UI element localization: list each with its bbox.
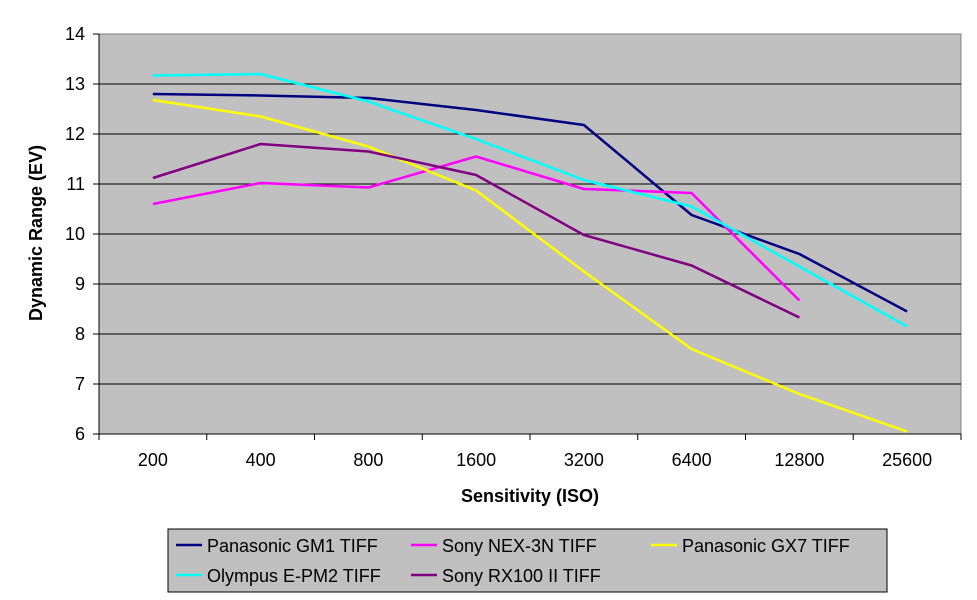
x-tick-label: 400 bbox=[246, 450, 276, 470]
y-tick-label: 7 bbox=[75, 374, 85, 394]
x-tick-label: 3200 bbox=[564, 450, 604, 470]
legend-label-olympus-e-pm2-tiff: Olympus E-PM2 TIFF bbox=[207, 566, 381, 586]
x-tick-label: 800 bbox=[353, 450, 383, 470]
y-tick-label: 6 bbox=[75, 424, 85, 444]
legend-label-sony-nex-3n-tiff: Sony NEX-3N TIFF bbox=[442, 536, 597, 556]
y-tick-label: 14 bbox=[65, 24, 85, 44]
y-tick-label: 13 bbox=[65, 74, 85, 94]
y-tick-label: 10 bbox=[65, 224, 85, 244]
legend-box bbox=[167, 528, 888, 593]
legend-label-panasonic-gx7-tiff: Panasonic GX7 TIFF bbox=[682, 536, 850, 556]
x-axis-title: Sensitivity (ISO) bbox=[461, 486, 599, 506]
y-tick-label: 12 bbox=[65, 124, 85, 144]
x-tick-label: 25600 bbox=[882, 450, 932, 470]
legend-label-sony-rx100-ii-tiff: Sony RX100 II TIFF bbox=[442, 566, 601, 586]
series-line-sony-rx100-ii-tiff bbox=[152, 142, 800, 319]
series-line-panasonic-gm1-tiff bbox=[152, 92, 908, 313]
x-tick-label: 1600 bbox=[456, 450, 496, 470]
y-tick-label: 8 bbox=[75, 324, 85, 344]
y-tick-label: 9 bbox=[75, 274, 85, 294]
y-axis-title: Dynamic Range (EV) bbox=[26, 145, 46, 321]
legend: Panasonic GM1 TIFF Sony NEX-3N TIFF Panaso… bbox=[167, 528, 888, 593]
x-tick-label: 200 bbox=[138, 450, 168, 470]
series-line-panasonic-gx7-tiff bbox=[152, 98, 908, 433]
y-tick-label: 11 bbox=[66, 174, 85, 194]
series-line-sony-nex-3n-tiff bbox=[152, 155, 801, 302]
gridlines bbox=[99, 83, 961, 385]
axes: 6 7 8 9 10 11 12 13 14 200 400 800 1600 3200 6400 12800… bbox=[65, 24, 962, 470]
series-line-olympus-e-pm2-tiff bbox=[152, 72, 908, 328]
series-lines bbox=[152, 72, 908, 433]
legend-label-panasonic-gm1-tiff: Panasonic GM1 TIFF bbox=[207, 536, 378, 556]
x-tick-label: 6400 bbox=[672, 450, 712, 470]
x-tick-label: 12800 bbox=[774, 450, 824, 470]
